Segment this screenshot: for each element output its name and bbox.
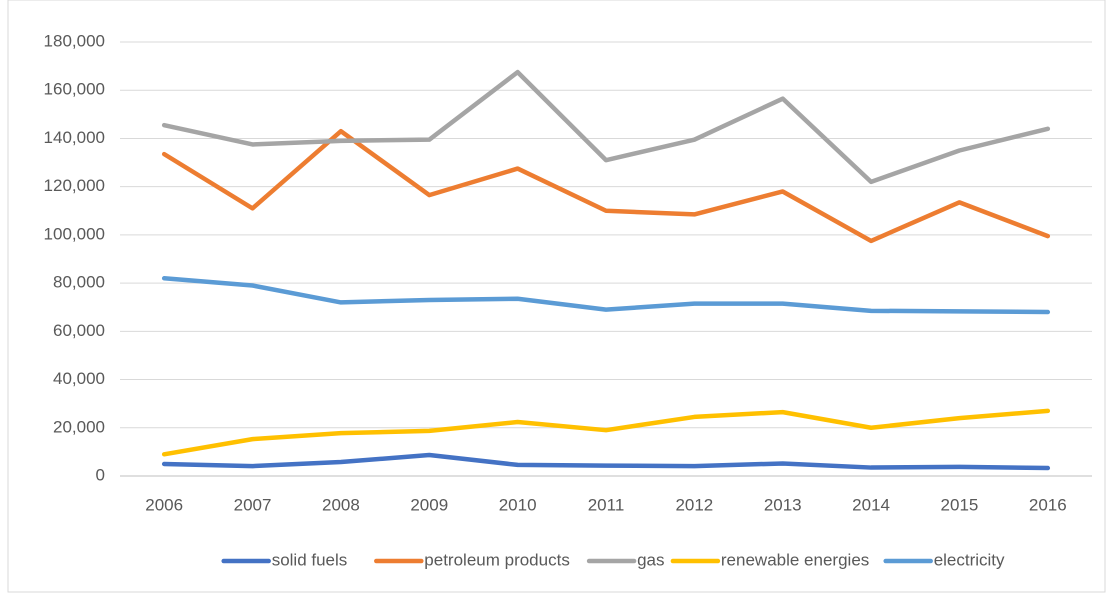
y-tick-label: 40,000 — [53, 369, 105, 388]
series-line — [161, 452, 1051, 471]
y-tick-label: 160,000 — [44, 80, 105, 99]
x-tick-label: 2012 — [675, 495, 713, 514]
x-tick-label: 2007 — [234, 495, 272, 514]
legend-label: petroleum products — [424, 550, 570, 569]
y-tick-label: 80,000 — [53, 273, 105, 292]
legend-label: electricity — [934, 550, 1005, 569]
chart-frame — [7, 0, 1106, 593]
x-tick-label: 2008 — [322, 495, 360, 514]
series-line — [161, 128, 1051, 244]
x-tick-label: 2016 — [1029, 495, 1067, 514]
legend-label: renewable energies — [721, 550, 869, 569]
y-tick-label: 60,000 — [53, 321, 105, 340]
y-tick-label: 140,000 — [44, 128, 105, 147]
x-tick-label: 2015 — [941, 495, 979, 514]
x-tick-label: 2010 — [499, 495, 537, 514]
x-tick-label: 2014 — [852, 495, 890, 514]
series-line — [161, 276, 1051, 315]
x-tick-label: 2006 — [145, 495, 183, 514]
x-tick-label: 2009 — [410, 495, 448, 514]
series-line — [161, 408, 1051, 457]
y-tick-label: 0 — [96, 465, 105, 484]
y-tick-label: 100,000 — [44, 224, 105, 243]
x-tick-label: 2013 — [764, 495, 802, 514]
y-tick-label: 120,000 — [44, 176, 105, 195]
legend-label: gas — [637, 550, 664, 569]
series-line — [161, 69, 1051, 185]
y-tick-label: 20,000 — [53, 417, 105, 436]
y-tick-label: 180,000 — [44, 31, 105, 50]
legend-label: solid fuels — [272, 550, 348, 569]
x-tick-label: 2011 — [588, 495, 625, 514]
